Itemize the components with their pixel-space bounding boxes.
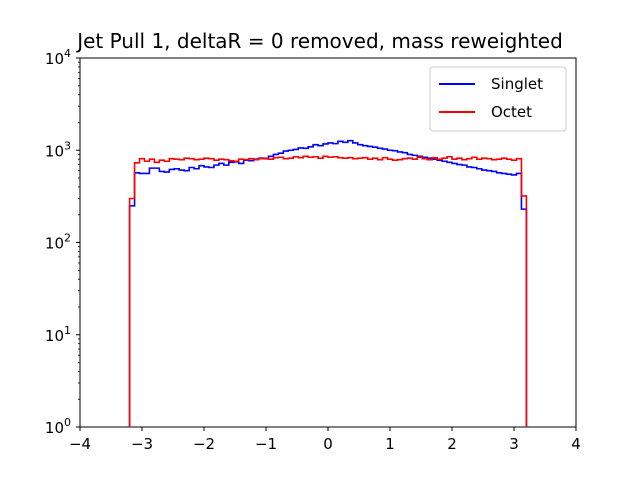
y-tick-label: 104 — [45, 47, 71, 68]
legend-label-singlet: Singlet — [491, 75, 543, 93]
y-axis: 100 101 102 103 104 — [45, 47, 80, 437]
x-tick-label: −3 — [131, 435, 153, 453]
x-tick-label: 2 — [447, 435, 457, 453]
chart-title: Jet Pull 1, deltaR = 0 removed, mass rew… — [75, 29, 563, 53]
x-axis: −4 −3 −2 −1 0 1 2 3 4 — [69, 427, 581, 453]
x-tick-label: −1 — [255, 435, 277, 453]
legend: Singlet Octet — [429, 66, 567, 132]
y-tick-label: 100 — [45, 416, 71, 437]
x-tick-label: 1 — [385, 435, 395, 453]
x-tick-label: −2 — [193, 435, 215, 453]
x-tick-label: 3 — [509, 435, 519, 453]
legend-label-octet: Octet — [491, 103, 532, 121]
y-tick-label: 103 — [45, 139, 71, 160]
y-tick-label: 102 — [45, 232, 71, 253]
series-line-octet — [128, 155, 528, 427]
series-line-singlet — [128, 139, 528, 427]
x-tick-label: 4 — [571, 435, 581, 453]
y-tick-label: 101 — [45, 324, 71, 345]
x-tick-label: −4 — [69, 435, 91, 453]
x-tick-label: 0 — [323, 435, 333, 453]
series-group — [128, 139, 528, 427]
